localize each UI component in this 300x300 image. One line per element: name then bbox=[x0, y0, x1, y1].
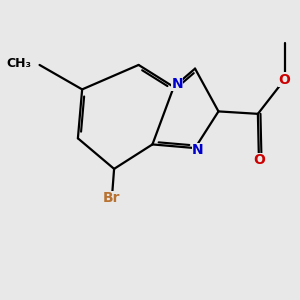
Text: N: N bbox=[192, 143, 204, 158]
Text: Br: Br bbox=[103, 191, 121, 206]
Text: O: O bbox=[279, 73, 290, 87]
Text: N: N bbox=[171, 77, 183, 91]
Text: CH₃: CH₃ bbox=[7, 57, 32, 70]
Text: O: O bbox=[253, 153, 265, 167]
